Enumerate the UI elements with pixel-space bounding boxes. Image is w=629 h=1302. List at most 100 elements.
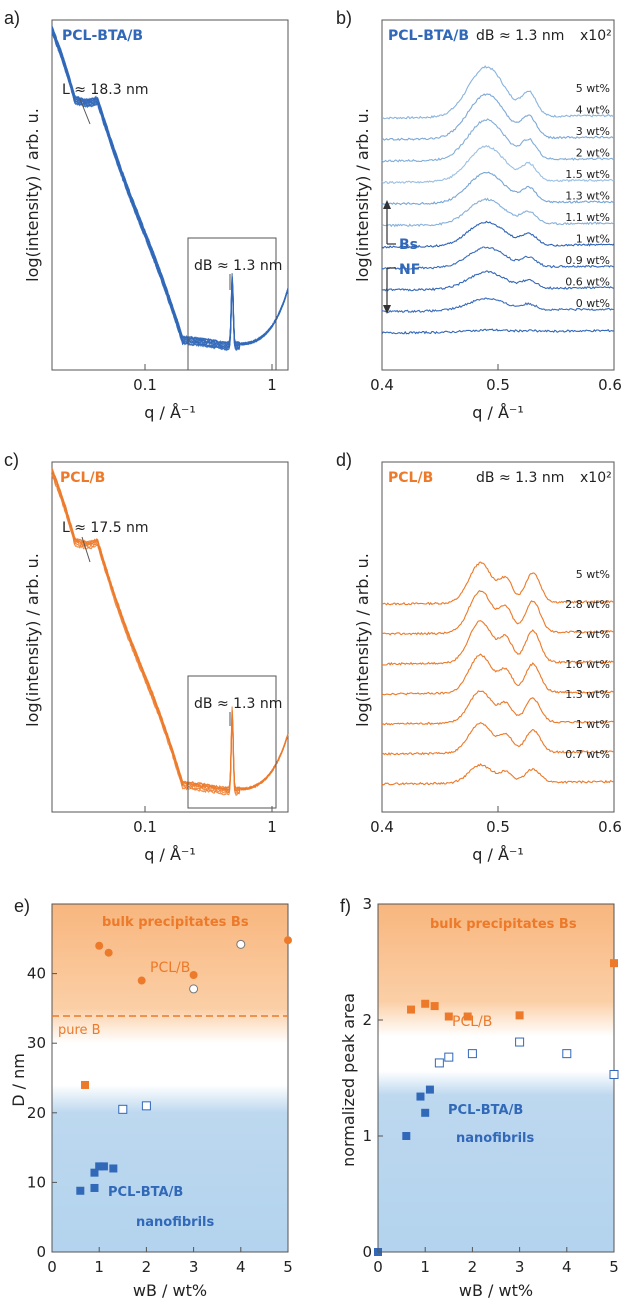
annotation-c-L-leader: [81, 536, 91, 563]
series-label-b-1: 5 wt%: [576, 82, 610, 95]
ylabel-d: log(intensity) / arb. u.: [353, 553, 372, 727]
series-label-d-1: 5 wt%: [576, 568, 610, 581]
point-e-5-6: [109, 1164, 118, 1173]
curve-b-4wt: [381, 93, 615, 141]
label-nano-f: nanofibrils: [456, 1131, 534, 1146]
series-label-b-7: 1.1 wt%: [565, 211, 610, 224]
point-f-2-3: [467, 1049, 477, 1059]
series-label-d-4: 1.6 wt%: [565, 658, 610, 671]
annotation-a-L: L ≈ 18.3 nm: [62, 82, 149, 98]
point-e-5-3: [90, 1168, 99, 1177]
ytick-label-e-10: 10: [27, 1173, 46, 1191]
series-label-b-4: 2 wt%: [576, 147, 610, 160]
tick-label-d-06: 0.6: [598, 818, 622, 836]
curve-c-7: [51, 470, 289, 792]
point-e-5-1: [76, 1186, 85, 1195]
curves-a: [51, 25, 289, 352]
point-f-2-1: [434, 1058, 444, 1068]
ytick-label-f-1: 1: [362, 1127, 372, 1145]
tick-label-b-06: 0.6: [598, 376, 622, 394]
tick-label-a-1: 1: [267, 376, 277, 394]
label-btab-f: PCL-BTA/B: [448, 1103, 523, 1118]
point-e-1-5: [284, 936, 292, 945]
point-f-1-5: [463, 1012, 472, 1021]
curve-b-06wt: [381, 297, 614, 313]
point-f-1-6: [515, 1011, 524, 1020]
xtick-label-e-0: 0: [47, 1258, 57, 1276]
tick-label-d-04: 0.4: [370, 818, 394, 836]
curve-b-0wt: [381, 328, 615, 335]
panel-a: a) PCL-BTA/B 0.1 1 q / Å⁻¹ log(intensity…: [4, 8, 289, 422]
group-arrow-b-upper-head: [383, 200, 391, 209]
curve-d-07wt: [381, 763, 615, 786]
point-e-5-4: [95, 1162, 104, 1171]
xtick-label-e-1: 1: [94, 1258, 104, 1276]
ylabel-e: D / nm: [9, 1053, 28, 1107]
ylabel-c: log(intensity) / arb. u.: [23, 553, 42, 727]
xtick-label-f-0: 0: [373, 1258, 383, 1276]
axes-frame-e: [51, 903, 289, 1253]
point-f-3-3: [416, 1092, 425, 1101]
label-pcl-f: PCL/B: [452, 1014, 492, 1030]
series-label-d-5: 1.3 wt%: [565, 688, 610, 701]
point-f-2-2: [444, 1052, 454, 1062]
curves-d: [381, 561, 615, 786]
point-f-3-4: [421, 1108, 430, 1117]
title-d: dB ≈ 1.3 nm: [476, 470, 564, 486]
legend-label-b: PCL-BTA/B: [388, 28, 469, 44]
legend-label-d: PCL/B: [388, 470, 433, 486]
point-f-2-5: [562, 1049, 572, 1059]
curve-d-2wt: [382, 620, 615, 666]
tick-label-b-04: 0.4: [370, 376, 394, 394]
point-e-1-1: [95, 941, 104, 950]
label-pure-e: pure B: [58, 1023, 101, 1038]
curve-b-2wt: [381, 145, 615, 184]
label-nano-e: nanofibrils: [136, 1215, 214, 1230]
ytick-label-e-40: 40: [27, 965, 46, 983]
marks-e: [76, 936, 292, 1195]
ticks-f: 0 1 2 3 4 5 0 1 2 3: [362, 895, 618, 1276]
panel-e: e) bulk precipitates Bs PCL/B pure B PCL…: [9, 896, 293, 1300]
multiplier-d: x10²: [580, 470, 612, 486]
xtick-label-f-5: 5: [609, 1258, 619, 1276]
point-f-1-7: [610, 959, 618, 968]
curve-b-11wt: [381, 220, 615, 249]
point-e-5-5: [99, 1162, 108, 1171]
xtick-label-f-1: 1: [420, 1258, 430, 1276]
series-label-d-2: 2.8 wt%: [565, 598, 610, 611]
panel-label-b: b): [336, 8, 352, 28]
ytick-label-e-20: 20: [27, 1104, 46, 1122]
point-f-1-4: [444, 1012, 453, 1021]
ytick-label-e-0: 0: [36, 1243, 46, 1261]
panel-label-a: a): [4, 8, 20, 28]
panel-label-f: f): [340, 896, 351, 916]
series-label-b-2: 4 wt%: [576, 104, 610, 117]
xlabel-b: q / Å⁻¹: [472, 403, 524, 422]
panel-d: d) PCL/B dB ≈ 1.3 nm x10² 5 wt% 2.8 wt% 2 …: [336, 450, 622, 864]
ticks-e: 0 1 2 3 4 5 0 10 20 30 40: [27, 965, 293, 1276]
series-label-b-6: 1.3 wt%: [565, 190, 610, 203]
multiplier-b: x10²: [580, 28, 612, 44]
tick-label-c-01: 0.1: [133, 818, 157, 836]
xtick-label-e-3: 3: [189, 1258, 199, 1276]
point-e-4-2: [141, 1101, 151, 1111]
annotation-c-dB: dB ≈ 1.3 nm: [194, 696, 282, 712]
curve-a-6: [51, 26, 289, 346]
curve-d-13wt: [381, 690, 615, 726]
curve-d-16wt: [381, 653, 615, 696]
ytick-label-f-3: 3: [362, 895, 372, 913]
group-label-b-upper: Bs: [399, 237, 418, 253]
label-btab-e: PCL-BTA/B: [108, 1185, 183, 1200]
label-bulk-f: bulk precipitates Bs: [430, 917, 577, 932]
xtick-label-e-2: 2: [142, 1258, 152, 1276]
series-label-b-10: 0.6 wt%: [565, 276, 610, 289]
curve-b-15wt: [381, 171, 615, 206]
annotation-a-L-leader: [79, 98, 91, 125]
tick-label-a-01: 0.1: [133, 376, 157, 394]
panel-f: f) bulk precipitates Bs PCL/B PCL-BTA/B …: [339, 895, 619, 1300]
label-pcl-e: PCL/B: [150, 960, 190, 976]
xtick-label-f-2: 2: [468, 1258, 478, 1276]
ylabel-b: log(intensity) / arb. u.: [353, 108, 372, 282]
curve-d-28wt: [381, 590, 615, 636]
